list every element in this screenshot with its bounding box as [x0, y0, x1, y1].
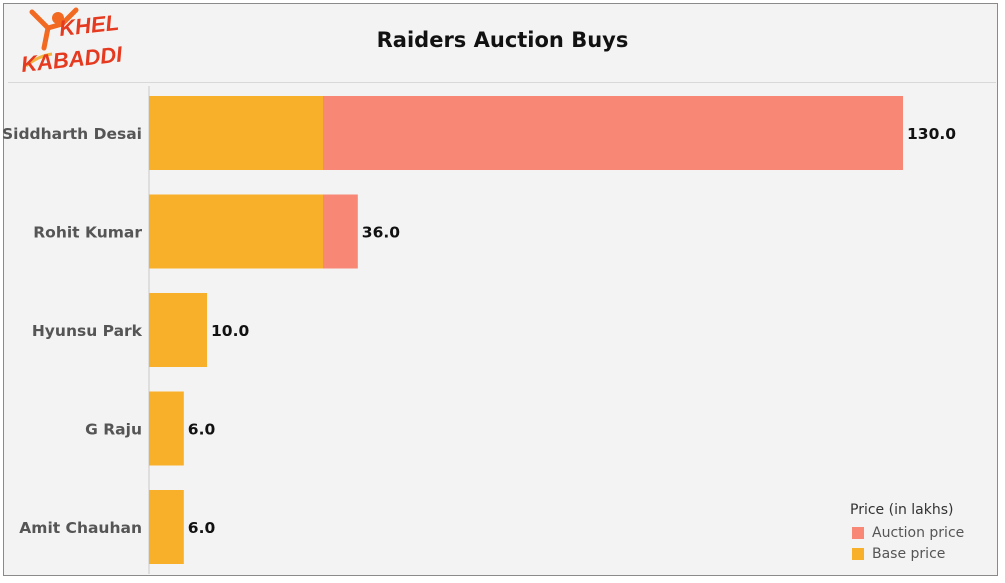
category-label-4: Amit Chauhan [19, 519, 142, 537]
value-label-3: 6.0 [188, 421, 216, 439]
legend-item-base[interactable]: Base price [850, 543, 990, 564]
logo-text-line1: KHEL [58, 10, 120, 41]
header-divider [8, 82, 996, 83]
legend-label-base: Base price [872, 545, 946, 562]
chart-title: Raiders Auction Buys [376, 28, 629, 52]
category-label-1: Rohit Kumar [33, 224, 142, 242]
legend-title: Price (in lakhs) [850, 502, 954, 518]
category-label-2: Hyunsu Park [32, 322, 143, 340]
bar-base-2[interactable] [149, 293, 207, 367]
value-label-4: 6.0 [188, 519, 216, 537]
legend-item-auction[interactable]: Auction price [850, 522, 990, 543]
category-label-3: G Raju [85, 421, 142, 439]
category-label-0: Siddharth Desai [2, 125, 142, 143]
bar-base-1[interactable] [149, 194, 323, 269]
legend-swatch-base [852, 547, 864, 560]
bar-auction-1[interactable] [323, 194, 358, 269]
legend-swatch-auction [852, 526, 864, 539]
bar-auction-0[interactable] [323, 96, 903, 170]
bar-base-4[interactable] [149, 490, 184, 564]
legend-label-auction: Auction price [872, 524, 965, 541]
legend: Price (in lakhs) Auction price Base pric… [850, 502, 990, 564]
bar-base-0[interactable] [149, 96, 323, 170]
khel-kabaddi-logo: KHEL KABADDI [20, 7, 124, 77]
value-label-2: 10.0 [211, 322, 249, 340]
bar-base-3[interactable] [149, 391, 184, 466]
value-label-0: 130.0 [907, 125, 956, 143]
value-label-1: 36.0 [362, 224, 400, 242]
